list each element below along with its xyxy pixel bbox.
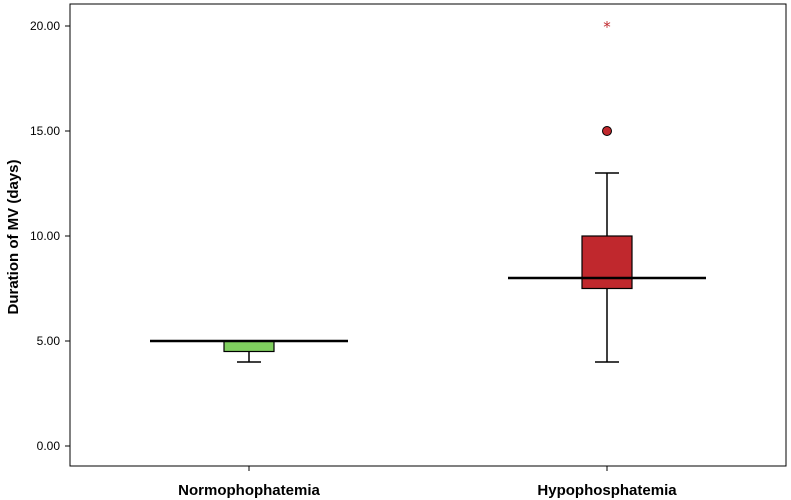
x-axis: Normophophatemia Hypophosphatemia: [178, 466, 677, 499]
y-tick-label: 20.00: [30, 19, 60, 33]
y-tick-label: 5.00: [37, 334, 61, 348]
box-iqr: [223, 340, 275, 353]
y-tick-label: 15.00: [30, 124, 60, 138]
extreme-point: *: [603, 18, 611, 36]
box-1: [150, 339, 348, 363]
boxes-group: *: [150, 18, 706, 363]
x-category-label: Normophophatemia: [178, 482, 320, 499]
plot-frame: [69, 3, 787, 467]
y-axis: 0.00 5.00 10.00 15.00 20.00: [30, 19, 70, 453]
box-2: *: [508, 18, 706, 363]
y-tick-label: 0.00: [37, 439, 61, 453]
x-category-label: Hypophosphatemia: [537, 482, 677, 499]
y-tick-label: 10.00: [30, 229, 60, 243]
outlier-point: [602, 126, 612, 136]
y-axis-title: Duration of MV (days): [5, 159, 22, 314]
box-iqr: [581, 235, 633, 290]
